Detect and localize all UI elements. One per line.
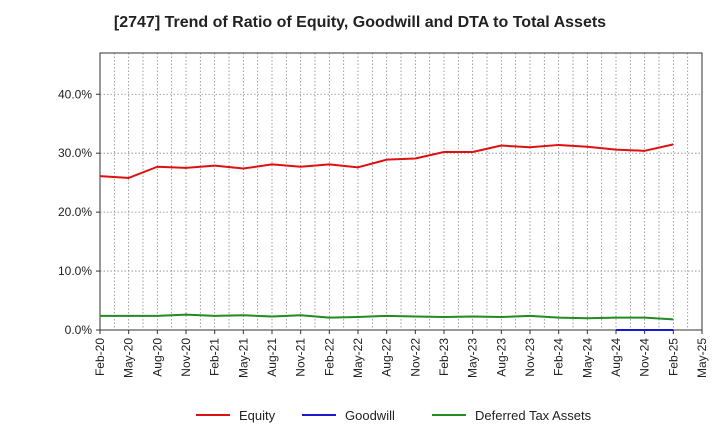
x-tick-label: Aug-22 — [380, 338, 394, 377]
x-tick-label: Aug-23 — [494, 338, 508, 377]
y-tick-label: 10.0% — [58, 264, 92, 278]
x-tick-label: Feb-24 — [552, 338, 566, 376]
x-tick-label: Aug-21 — [265, 338, 279, 377]
x-tick-label: Nov-20 — [179, 338, 193, 377]
x-axis: Feb-20 May-20 Aug-20 Nov-20 Feb-21 May-21 Aug-… — [93, 330, 709, 378]
series-line-deferred-tax-assets — [100, 313, 674, 321]
x-tick-label: Aug-24 — [609, 338, 623, 377]
x-tick-label: Feb-23 — [437, 338, 451, 376]
legend-label-goodwill: Goodwill — [345, 408, 395, 423]
x-tick-label: May-25 — [695, 338, 709, 378]
x-tick-label: May-22 — [351, 338, 365, 378]
legend-label-equity: Equity — [239, 408, 276, 423]
series-line-equity — [99, 143, 674, 179]
x-tick-label: Nov-24 — [638, 338, 652, 377]
x-tick-label: Aug-20 — [150, 338, 164, 377]
chart-title: [2747] Trend of Ratio of Equity, Goodwil… — [113, 14, 607, 31]
y-tick-label: 20.0% — [58, 205, 92, 219]
grid-lines — [100, 53, 702, 330]
y-tick-label: 40.0% — [58, 87, 92, 101]
x-tick-label: Feb-20 — [93, 338, 107, 376]
x-tick-label: May-20 — [122, 338, 136, 378]
x-tick-label: Nov-23 — [523, 338, 537, 377]
x-tick-label: Feb-21 — [208, 338, 222, 376]
legend-label-deferred-tax-assets: Deferred Tax Assets — [475, 408, 592, 423]
x-tick-label: May-24 — [580, 338, 594, 378]
y-tick-label: 30.0% — [58, 146, 92, 160]
y-tick-label: 0.0% — [65, 323, 93, 337]
x-tick-label: May-21 — [236, 338, 250, 378]
x-tick-label: Feb-22 — [322, 338, 336, 376]
series-group — [99, 143, 674, 331]
x-tick-label: Nov-21 — [294, 338, 308, 377]
x-tick-label: Nov-22 — [408, 338, 422, 377]
x-tick-label: May-23 — [466, 338, 480, 378]
legend: Equity Goodwill Deferred Tax Assets — [196, 408, 592, 423]
plot-area — [99, 52, 703, 331]
x-tick-label: Feb-25 — [666, 338, 680, 376]
y-axis: 0.0% 10.0% 20.0% 30.0% 40.0% — [58, 87, 100, 337]
